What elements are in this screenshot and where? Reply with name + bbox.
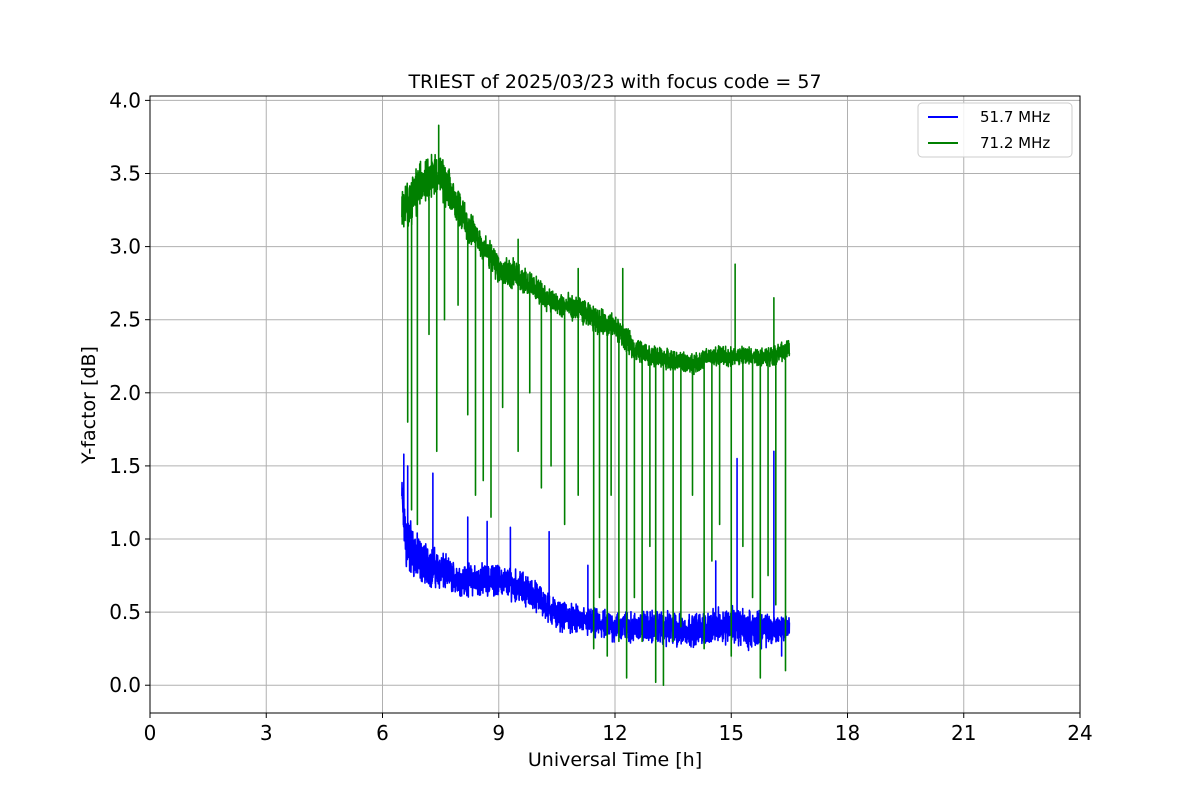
plot-area [401,124,791,687]
x-tick-label: 0 [144,721,157,745]
chart-title: TRIEST of 2025/03/23 with focus code = 5… [407,71,821,93]
legend-label-71-2: 71.2 MHz [980,134,1050,152]
x-tick-label: 21 [951,721,976,745]
y-axis: 0.0 0.5 1.0 1.5 2.0 2.5 3.0 3.5 4.0 [109,88,150,697]
x-tick-label: 24 [1067,721,1092,745]
y-tick-label: 2.0 [109,381,141,405]
series-line-51-7-mhz [401,450,791,657]
y-tick-label: 1.0 [109,527,141,551]
x-axis-label: Universal Time [h] [528,749,702,771]
y-tick-label: 4.0 [109,88,141,112]
y-axis-label: Y-factor [dB] [78,346,100,465]
y-tick-label: 3.0 [109,235,141,259]
legend: 51.7 MHz 71.2 MHz [917,102,1073,158]
y-tick-label: 0.5 [109,600,141,624]
x-tick-label: 9 [492,721,505,745]
y-tick-label: 0.0 [109,673,141,697]
y-tick-label: 2.5 [109,308,141,332]
x-tick-label: 18 [835,721,860,745]
x-tick-label: 15 [719,721,744,745]
y-tick-label: 1.5 [109,454,141,478]
series-line-71-2-mhz [401,124,791,687]
x-tick-label: 12 [602,721,627,745]
x-axis: 0 3 6 9 12 15 18 21 24 [144,713,1093,745]
x-tick-label: 6 [376,721,389,745]
x-tick-label: 3 [260,721,273,745]
y-tick-label: 3.5 [109,161,141,185]
legend-label-51-7: 51.7 MHz [980,108,1050,126]
